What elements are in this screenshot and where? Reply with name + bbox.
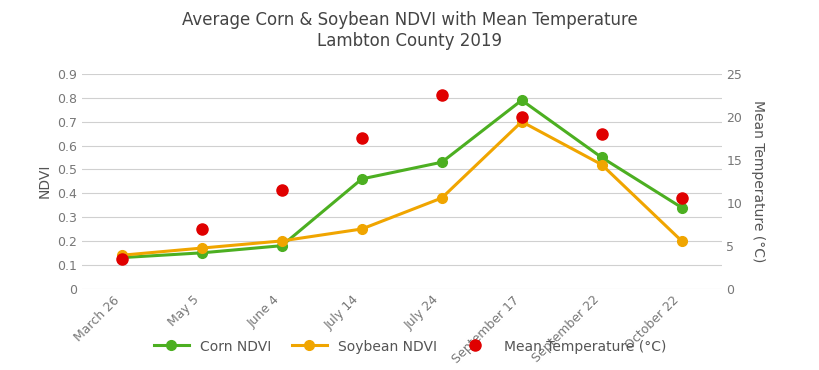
Corn NDVI xyxy=(356,177,366,181)
Soybean NDVI xyxy=(676,239,686,243)
Mean Temperature (°C) xyxy=(596,132,606,136)
Line: Mean Temperature (°C): Mean Temperature (°C) xyxy=(116,90,686,264)
Soybean NDVI xyxy=(197,246,206,250)
Soybean NDVI xyxy=(596,162,606,167)
Mean Temperature (°C) xyxy=(437,93,446,98)
Soybean NDVI xyxy=(356,227,366,231)
Mean Temperature (°C) xyxy=(516,115,526,119)
Mean Temperature (°C) xyxy=(117,256,127,261)
Y-axis label: NDVI: NDVI xyxy=(38,164,52,198)
Soybean NDVI xyxy=(277,239,287,243)
Mean Temperature (°C) xyxy=(277,188,287,192)
Corn NDVI xyxy=(277,243,287,248)
Y-axis label: Mean Temperature (°C): Mean Temperature (°C) xyxy=(749,100,763,262)
Corn NDVI xyxy=(197,250,206,255)
Corn NDVI xyxy=(437,160,446,164)
Soybean NDVI xyxy=(437,196,446,200)
Text: Average Corn & Soybean NDVI with Mean Temperature
Lambton County 2019: Average Corn & Soybean NDVI with Mean Te… xyxy=(182,11,637,50)
Legend: Corn NDVI, Soybean NDVI, Mean Temperature (°C): Corn NDVI, Soybean NDVI, Mean Temperatur… xyxy=(148,334,671,359)
Line: Corn NDVI: Corn NDVI xyxy=(117,95,686,262)
Corn NDVI xyxy=(676,205,686,210)
Soybean NDVI xyxy=(117,253,127,258)
Mean Temperature (°C) xyxy=(356,136,366,141)
Corn NDVI xyxy=(117,255,127,260)
Line: Soybean NDVI: Soybean NDVI xyxy=(117,117,686,260)
Mean Temperature (°C) xyxy=(676,196,686,201)
Soybean NDVI xyxy=(516,120,526,124)
Corn NDVI xyxy=(516,98,526,102)
Corn NDVI xyxy=(596,155,606,160)
Mean Temperature (°C) xyxy=(197,226,206,231)
